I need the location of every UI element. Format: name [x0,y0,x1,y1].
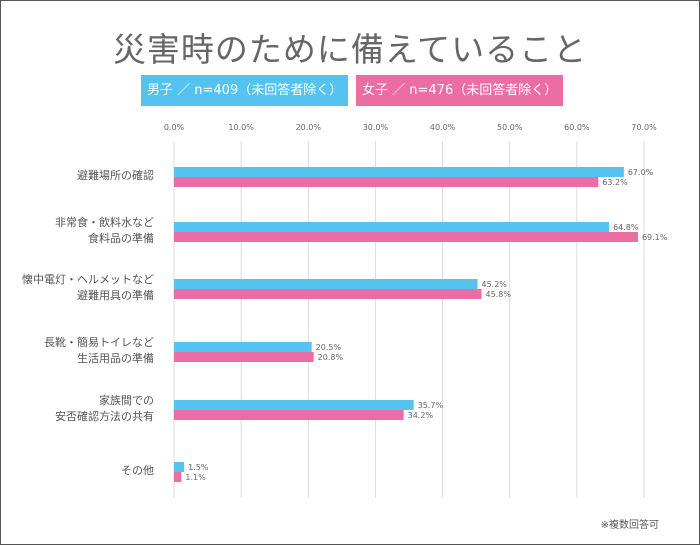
legend-female: 女子 ／ n=476（未回答者除く） [356,75,564,106]
data-label: 69.1% [642,233,668,242]
data-label: 35.7% [418,401,444,410]
data-label: 1.5% [188,463,209,472]
chart-title: 災害時のために備えていること [112,30,588,69]
tick-label: 30.0% [363,123,389,132]
data-label: 20.8% [318,353,344,362]
legend-male: 男子 ／ n=409（未回答者除く） [141,75,349,106]
bar [174,400,414,410]
bar [174,472,182,482]
bar [174,167,624,177]
bar [174,232,638,242]
category-label: 長靴・簡易トイレなど 生活用品の準備 [44,336,154,365]
data-label: 63.2% [602,178,628,187]
bar [174,410,404,420]
data-label: 45.2% [481,280,507,289]
tick-label: 40.0% [430,123,456,132]
data-label: 45.8% [486,290,512,299]
category-label: 懐中電灯・ヘルメットなど 避難用具の準備 [22,273,154,302]
tick-label: 60.0% [564,123,590,132]
bar [174,222,610,232]
data-label: 67.0% [628,168,654,177]
category-label: 非常食・飲料水など 食料品の準備 [55,216,154,245]
tick-label: 10.0% [228,123,254,132]
data-label: 64.8% [613,223,639,232]
tick-label: 70.0% [631,123,657,132]
data-label: 1.1% [185,473,206,482]
data-label: 34.2% [408,411,434,420]
bar [174,462,185,472]
category-label: その他 [121,464,154,477]
bar [174,352,314,362]
footnote: ※複数回答可 [600,520,659,531]
bar [174,279,478,289]
tick-label: 0.0% [164,123,185,132]
data-label: 20.5% [316,343,342,352]
category-label: 家族間での 安否確認方法の共有 [55,394,154,423]
bar [174,177,599,187]
tick-label: 50.0% [497,123,523,132]
tick-label: 20.0% [296,123,322,132]
category-label: 避難場所の確認 [77,169,154,182]
bar [174,289,482,299]
bar [174,342,312,352]
